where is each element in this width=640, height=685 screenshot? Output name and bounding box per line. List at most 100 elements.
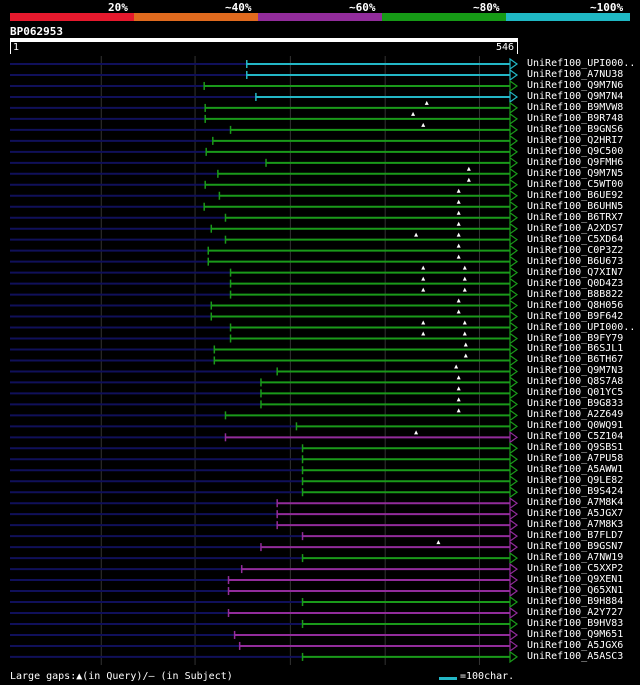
hit-label[interactable]: UniRef100_Q65XN1 bbox=[527, 585, 624, 597]
hit-label[interactable]: UniRef100_B9R748 bbox=[527, 112, 624, 124]
hit-label[interactable]: UniRef100_B6TH67 bbox=[527, 354, 624, 366]
alignment-arrow-icon bbox=[509, 123, 519, 137]
query-gap-marker-icon bbox=[421, 320, 426, 325]
alignment-arrow-icon bbox=[509, 497, 519, 510]
hit-label[interactable]: UniRef100_B6UHN5 bbox=[527, 200, 624, 212]
query-gap-marker-icon bbox=[462, 287, 467, 292]
hit-label[interactable]: UniRef100_Q0WQ91 bbox=[527, 420, 624, 432]
hit-label[interactable]: UniRef100_Q9LE82 bbox=[527, 475, 624, 487]
hit-label[interactable]: UniRef100_A5AWW1 bbox=[527, 464, 624, 476]
alignment-arrow-icon bbox=[509, 189, 519, 202]
hit-label[interactable]: UniRef100_Q9M7N6 bbox=[527, 79, 624, 91]
hit-label[interactable]: UniRef100_Q9M651 bbox=[527, 628, 624, 640]
alignment-arrow-icon bbox=[509, 540, 519, 554]
hit-label[interactable]: UniRef100_C0P3Z2 bbox=[527, 244, 624, 256]
hit-label[interactable]: UniRef100_Q7XIN7 bbox=[527, 266, 624, 278]
alignment-arrow-icon bbox=[509, 365, 519, 378]
query-gap-marker-icon bbox=[421, 265, 426, 270]
query-gap-marker-icon bbox=[456, 298, 461, 303]
hit-label[interactable]: UniRef100_A7NW19 bbox=[527, 552, 624, 564]
hit-label[interactable]: UniRef100_A7M8K3 bbox=[527, 519, 624, 531]
query-gap-marker-icon bbox=[462, 265, 467, 270]
hit-label[interactable]: UniRef100_B9GSN7 bbox=[527, 541, 624, 553]
hit-label[interactable]: UniRef100_Q9FMH6 bbox=[527, 156, 624, 168]
query-gap-marker-icon bbox=[421, 276, 426, 281]
alignment-arrow-icon bbox=[509, 387, 519, 400]
hit-label[interactable]: UniRef100_B9HV83 bbox=[527, 617, 624, 629]
alignment-arrow-icon bbox=[509, 310, 519, 323]
hit-label[interactable]: UniRef100_A5JGX6 bbox=[527, 639, 624, 651]
alignment-arrow-icon bbox=[509, 200, 519, 213]
alignment-arrow-icon bbox=[509, 79, 519, 93]
hit-label[interactable]: UniRef100_UPI000.. bbox=[527, 321, 636, 333]
query-gap-marker-icon bbox=[456, 221, 461, 226]
hit-label[interactable]: UniRef100_Q9SBS1 bbox=[527, 442, 624, 454]
query-title: BP062953 bbox=[10, 25, 63, 38]
hit-label[interactable]: UniRef100_B9F642 bbox=[527, 310, 624, 322]
legend-label-2: ~60% bbox=[349, 1, 376, 14]
hit-label[interactable]: UniRef100_B9S424 bbox=[527, 486, 624, 498]
hit-label[interactable]: UniRef100_Q9M7N4 bbox=[527, 90, 624, 102]
alignment-arrow-icon bbox=[509, 222, 519, 235]
alignment-arrow-icon bbox=[509, 551, 519, 565]
query-bar bbox=[10, 38, 518, 42]
hit-label[interactable]: UniRef100_B6SJL1 bbox=[527, 343, 624, 355]
hit-label[interactable]: UniRef100_Q9XEN1 bbox=[527, 574, 624, 586]
hit-label[interactable]: UniRef100_B6U673 bbox=[527, 255, 624, 267]
hit-label[interactable]: UniRef100_A7M8K4 bbox=[527, 497, 624, 509]
hit-label[interactable]: UniRef100_Q8S7A8 bbox=[527, 376, 624, 388]
query-gap-marker-icon bbox=[463, 353, 468, 358]
hit-label[interactable]: UniRef100_Q9M7N5 bbox=[527, 167, 624, 179]
alignment-arrow-icon bbox=[509, 431, 519, 444]
hit-label[interactable]: UniRef100_Q9C500 bbox=[527, 145, 624, 157]
alignment-arrow-icon bbox=[509, 453, 519, 466]
alignment-arrow-icon bbox=[509, 167, 519, 180]
query-gap-marker-icon bbox=[466, 177, 471, 182]
hit-label[interactable]: UniRef100_C5Z104 bbox=[527, 431, 624, 443]
hit-label[interactable]: UniRef100_Q01YC5 bbox=[527, 387, 624, 399]
hit-label[interactable]: UniRef100_UPI000.. bbox=[527, 58, 636, 69]
hit-label[interactable]: UniRef100_B8B822 bbox=[527, 288, 624, 300]
hit-label[interactable]: UniRef100_B9H884 bbox=[527, 596, 624, 608]
hit-label[interactable]: UniRef100_Q2HRI7 bbox=[527, 134, 624, 146]
hit-label[interactable]: UniRef100_C5XXP2 bbox=[527, 563, 624, 575]
query-gap-marker-icon bbox=[456, 199, 461, 204]
hit-label[interactable]: UniRef100_A2XDS7 bbox=[527, 222, 624, 234]
hit-label[interactable]: UniRef100_C5WT00 bbox=[527, 178, 624, 190]
hit-label[interactable]: UniRef100_B6TRX7 bbox=[527, 211, 624, 223]
hit-label[interactable]: UniRef100_Q9M7N3 bbox=[527, 365, 624, 377]
query-gap-marker-icon bbox=[421, 287, 426, 292]
hit-label[interactable]: UniRef100_A2Z649 bbox=[527, 409, 624, 421]
query-gap-marker-icon bbox=[462, 320, 467, 325]
hit-label[interactable]: UniRef100_B9G833 bbox=[527, 398, 624, 410]
alignment-arrow-icon bbox=[509, 508, 519, 521]
alignment-arrow-icon bbox=[509, 343, 519, 356]
alignment-arrow-icon bbox=[509, 486, 519, 499]
alignment-arrow-icon bbox=[509, 277, 519, 290]
query-gap-marker-icon bbox=[456, 408, 461, 413]
alignment-arrow-icon bbox=[509, 617, 519, 631]
alignment-arrow-icon bbox=[509, 595, 519, 609]
hit-label[interactable]: UniRef100_A2Y727 bbox=[527, 607, 624, 618]
alignment-arrow-icon bbox=[509, 266, 519, 279]
hit-label[interactable]: UniRef100_B9MVW8 bbox=[527, 101, 624, 113]
query-gap-marker-icon bbox=[456, 232, 461, 237]
hit-label[interactable]: UniRef100_Q0D4Z3 bbox=[527, 277, 624, 289]
hit-label[interactable]: UniRef100_Q8H056 bbox=[527, 299, 624, 311]
hit-label[interactable]: UniRef100_B7FLD7 bbox=[527, 530, 624, 542]
hit-label[interactable]: UniRef100_C5XD64 bbox=[527, 233, 624, 245]
hit-label[interactable]: UniRef100_A7PU58 bbox=[527, 453, 624, 465]
hit-label[interactable]: UniRef100_B9FY79 bbox=[527, 332, 624, 344]
scale-start-label: 1 bbox=[13, 42, 20, 53]
query-gap-marker-icon bbox=[466, 166, 471, 171]
query-gap-marker-icon bbox=[414, 430, 419, 435]
alignment-arrow-icon bbox=[509, 398, 519, 411]
scale-key-bar bbox=[439, 677, 457, 680]
hit-label[interactable]: UniRef100_A7NU38 bbox=[527, 68, 624, 80]
alignment-arrow-icon bbox=[509, 101, 519, 115]
hit-label[interactable]: UniRef100_B9GNS6 bbox=[527, 123, 624, 135]
hit-label[interactable]: UniRef100_A5JGX7 bbox=[527, 508, 624, 520]
hit-label[interactable]: UniRef100_A5ASC3 bbox=[527, 650, 624, 662]
hit-label[interactable]: UniRef100_B6UE92 bbox=[527, 189, 624, 201]
